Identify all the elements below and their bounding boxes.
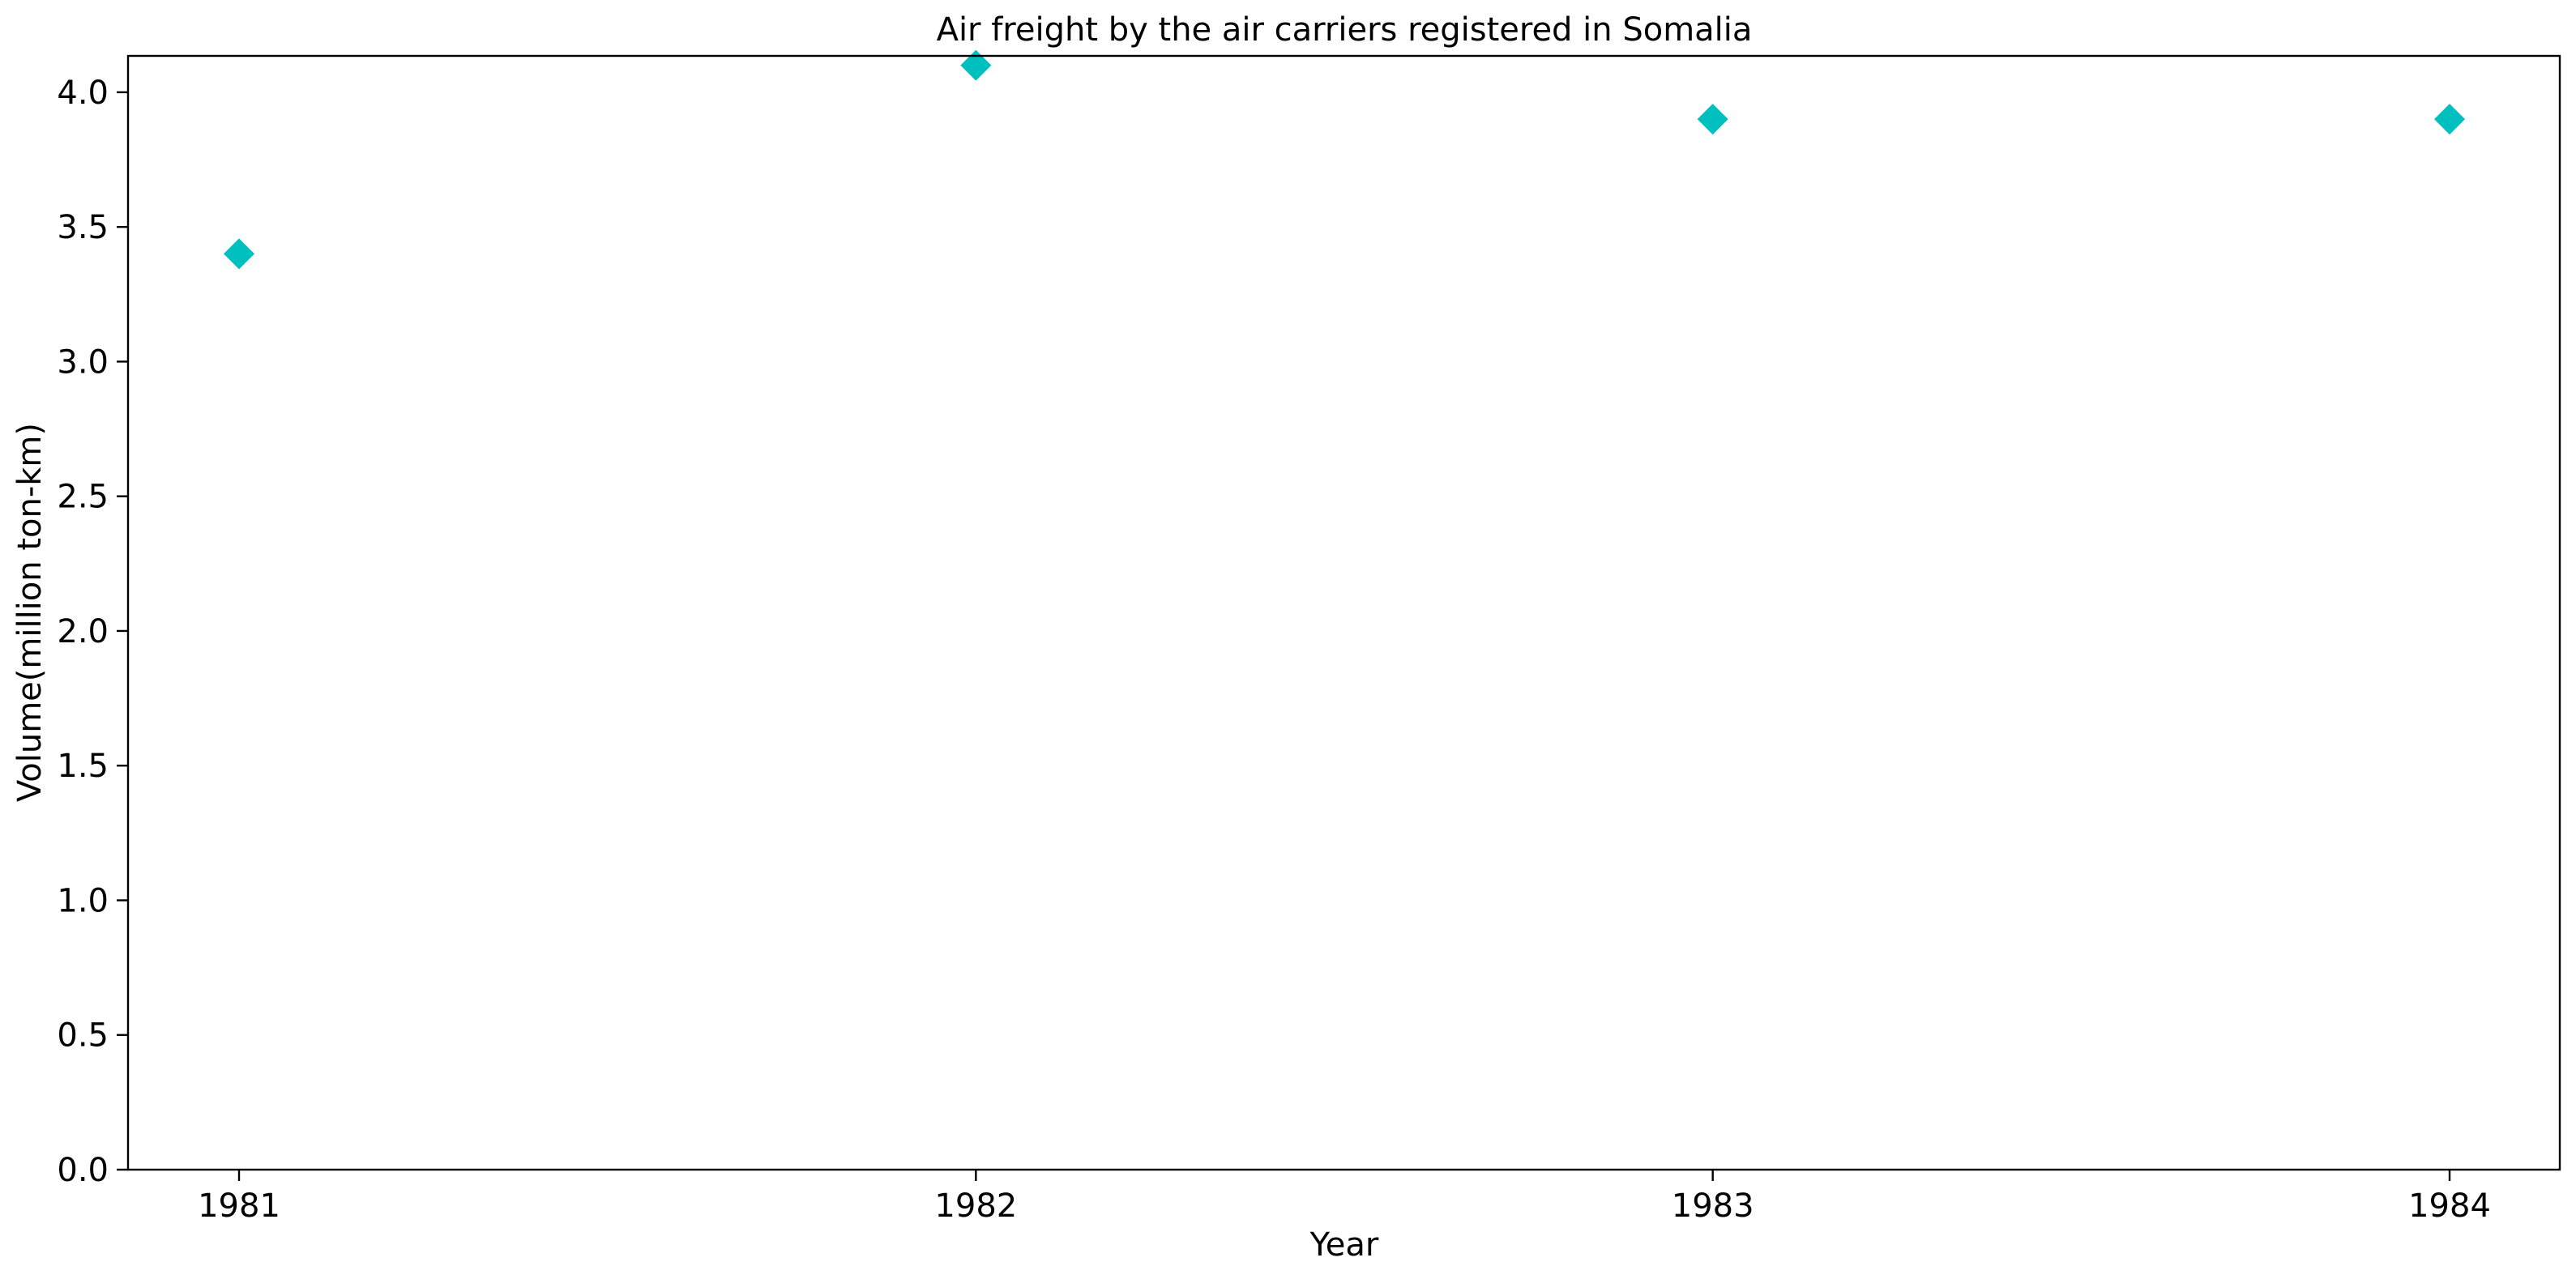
x-tick-label: 1984 xyxy=(2408,1187,2491,1225)
y-tick-label: 1.5 xyxy=(57,748,109,785)
y-tick-label: 3.5 xyxy=(57,209,109,246)
y-tick-label: 2.5 xyxy=(57,479,109,516)
y-tick-label: 2.0 xyxy=(57,613,109,650)
y-tick-label: 0.0 xyxy=(57,1152,109,1189)
x-tick-label: 1982 xyxy=(934,1187,1017,1225)
plot-area-frame xyxy=(126,54,2561,1171)
chart-title: Air freight by the air carriers register… xyxy=(937,11,1753,49)
x-tick-label: 1983 xyxy=(1672,1187,1754,1225)
x-tick-label: 1981 xyxy=(198,1187,280,1225)
y-tick-label: 0.5 xyxy=(57,1017,109,1055)
y-tick-label: 1.0 xyxy=(57,882,109,919)
data-point-marker xyxy=(224,238,254,270)
data-point-marker xyxy=(960,49,992,81)
y-tick-label: 3.0 xyxy=(57,343,109,381)
y-axis-ticks: 0.0 0.5 1.0 1.5 2.0 2.5 3.0 3.5 4.0 xyxy=(57,75,128,1189)
y-tick-label: 4.0 xyxy=(57,75,109,112)
data-point-marker xyxy=(1697,104,1728,135)
data-point-marker xyxy=(2434,104,2465,135)
data-points xyxy=(224,49,2465,270)
x-axis-ticks: 1981 1982 1983 1984 xyxy=(198,1170,2491,1225)
y-axis-label: Volume(million ton-km) xyxy=(11,423,49,802)
x-axis-label: Year xyxy=(1309,1226,1379,1264)
